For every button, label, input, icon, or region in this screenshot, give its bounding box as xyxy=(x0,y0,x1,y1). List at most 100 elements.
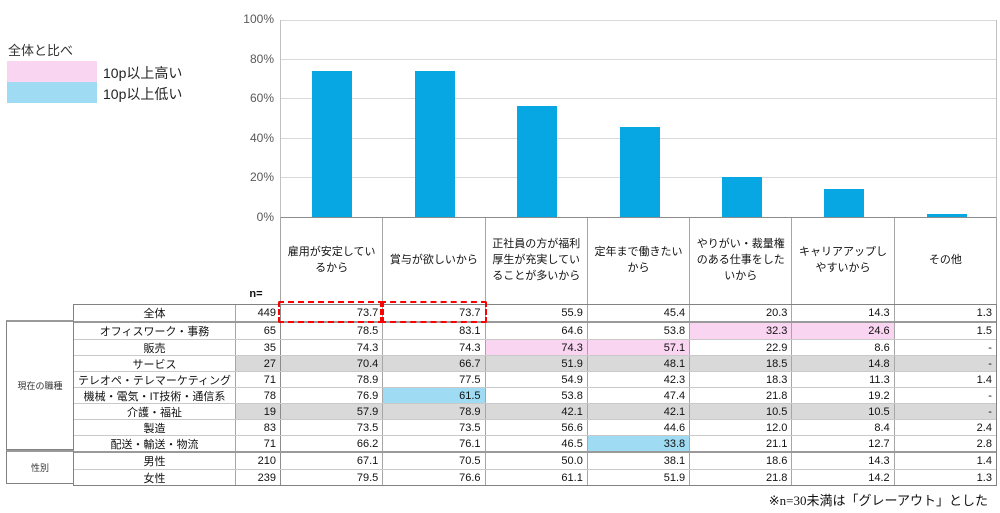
data-cell: 57.9 xyxy=(281,404,384,419)
data-cell: 18.5 xyxy=(690,356,793,371)
row-label-cell: テレオペ・テレマーケティング xyxy=(74,372,236,387)
data-cell: 78.9 xyxy=(383,404,486,419)
data-cell: 66.2 xyxy=(281,436,384,451)
bar xyxy=(926,214,967,217)
data-cell: 76.9 xyxy=(281,388,384,403)
legend-label-higher: 10p以上高い xyxy=(103,65,183,81)
data-cell: 73.7 xyxy=(281,305,384,321)
row-label-cell: 女性 xyxy=(74,470,236,485)
data-cell: 51.9 xyxy=(485,356,588,371)
data-cell: 21.1 xyxy=(690,436,793,451)
row-label-cell: 製造 xyxy=(74,420,236,435)
legend-swatch-lower xyxy=(7,82,97,103)
row-label-cell: 全体 xyxy=(74,305,236,321)
data-cell: 66.7 xyxy=(383,356,486,371)
data-cell: 47.4 xyxy=(588,388,691,403)
data-cell: 64.6 xyxy=(486,323,588,339)
bar xyxy=(721,176,762,217)
data-cell: - xyxy=(894,404,996,419)
legend-label-lower: 10p以上低い xyxy=(103,86,183,102)
data-cell: 1.4 xyxy=(976,455,992,467)
data-cell: 83.1 xyxy=(383,323,486,339)
n-cell: 78 xyxy=(236,388,281,403)
n-cell: 210 xyxy=(236,453,281,469)
y-tick-label: 60% xyxy=(249,91,274,106)
data-cell: 70.4 xyxy=(281,356,384,371)
data-cell: 74.3 xyxy=(485,340,588,355)
data-cell: 19.2 xyxy=(792,388,895,403)
data-cell: 61.1 xyxy=(486,470,588,485)
table-row: テレオペ・テレマーケティング 71 78.9 77.5 54.9 42.3 18.3 11.3… xyxy=(74,371,996,387)
data-cell: 46.5 xyxy=(486,436,588,451)
column-header-cell: キャリアアップしやすいから xyxy=(791,218,893,304)
bar xyxy=(312,71,353,217)
y-tick-label: 100% xyxy=(243,12,274,26)
legend-title: 全体と比べ xyxy=(8,43,74,58)
column-header-row: 雇用が安定しているから 賞与が欲しいから 正社員の方が福利厚生が充実していることが多… xyxy=(280,218,997,304)
data-cell: 53.8 xyxy=(588,323,691,339)
data-cell: 51.9 xyxy=(588,470,691,485)
gridline xyxy=(281,58,996,60)
table-row: 配送・輸送・物流 71 66.2 76.1 46.5 33.8 21.1 12.7 2.8 xyxy=(74,435,996,451)
data-cell: 76.6 xyxy=(383,470,486,485)
data-cell: 2.4 xyxy=(976,421,992,434)
row-label-cell: 販売 xyxy=(74,340,236,355)
data-cell: 10.5 xyxy=(792,404,895,419)
data-cell: 14.3 xyxy=(792,305,895,321)
data-cell: 67.1 xyxy=(281,453,384,469)
data-cell: 24.6 xyxy=(792,323,895,339)
data-cell: 1.5 xyxy=(976,325,992,337)
data-cell: 45.4 xyxy=(588,305,691,321)
data-cell: 18.6 xyxy=(690,453,793,469)
table-row: 女性 239 79.5 76.6 61.1 51.9 21.8 14.2 1.3 xyxy=(74,469,996,485)
group-cell-occupation: 現在の職種 xyxy=(6,320,74,450)
gridline xyxy=(281,98,996,100)
data-cell: 79.5 xyxy=(281,470,384,485)
row-label-cell: 配送・輸送・物流 xyxy=(74,436,236,451)
data-cell: 53.8 xyxy=(486,388,588,403)
data-cell: 57.1 xyxy=(587,340,691,355)
n-cell: 239 xyxy=(236,470,281,485)
bar xyxy=(619,127,660,217)
data-cell: 14.3 xyxy=(792,453,895,469)
data-cell: 73.5 xyxy=(281,420,384,435)
bar xyxy=(824,188,865,217)
n-cell: 19 xyxy=(236,404,281,419)
data-cell: 44.6 xyxy=(588,420,691,435)
data-cell: 48.1 xyxy=(587,356,691,371)
data-cell: - xyxy=(988,341,992,354)
data-cell: 21.8 xyxy=(690,388,793,403)
data-cell: 73.5 xyxy=(383,420,486,435)
data-cell: 11.3 xyxy=(792,372,895,387)
data-cell: 70.5 xyxy=(383,453,486,469)
table-row: 製造 83 73.5 73.5 56.6 44.6 12.0 8.4 2.4 xyxy=(74,419,996,435)
data-cell: 42.1 xyxy=(587,404,691,419)
group-cell-gender: 性別 xyxy=(6,450,74,484)
data-cell: 55.9 xyxy=(486,305,588,321)
data-cell: 42.1 xyxy=(485,404,588,419)
data-cell: 8.6 xyxy=(792,340,895,355)
data-cell: - xyxy=(894,356,996,371)
y-tick-label: 20% xyxy=(249,170,274,185)
data-cell: 8.4 xyxy=(792,420,895,435)
data-cell: 12.7 xyxy=(792,436,895,451)
data-cell: 20.3 xyxy=(690,305,793,321)
row-label-cell: サービス xyxy=(74,356,236,371)
data-cell: 61.5 xyxy=(383,388,486,403)
n-cell: 27 xyxy=(236,356,281,371)
n-column-header: n= xyxy=(249,288,263,300)
legend-swatch-higher xyxy=(7,61,97,82)
data-cell: 14.2 xyxy=(792,470,895,485)
data-cell: 2.8 xyxy=(976,437,992,450)
n-cell: 71 xyxy=(236,372,281,387)
data-cell: 18.3 xyxy=(690,372,793,387)
y-tick-label: 40% xyxy=(249,130,274,145)
table-row: 販売 35 74.3 74.3 74.3 57.1 22.9 8.6- xyxy=(74,339,996,355)
data-cell: 76.1 xyxy=(383,436,486,451)
row-label-cell: 男性 xyxy=(74,453,236,469)
table-row: 介護・福祉 19 57.9 78.9 42.1 42.1 10.5 10.5- xyxy=(74,403,996,419)
data-cell: 77.5 xyxy=(383,372,486,387)
y-tick-label: 80% xyxy=(249,51,274,66)
data-cell: 12.0 xyxy=(690,420,793,435)
gridline xyxy=(281,20,996,21)
